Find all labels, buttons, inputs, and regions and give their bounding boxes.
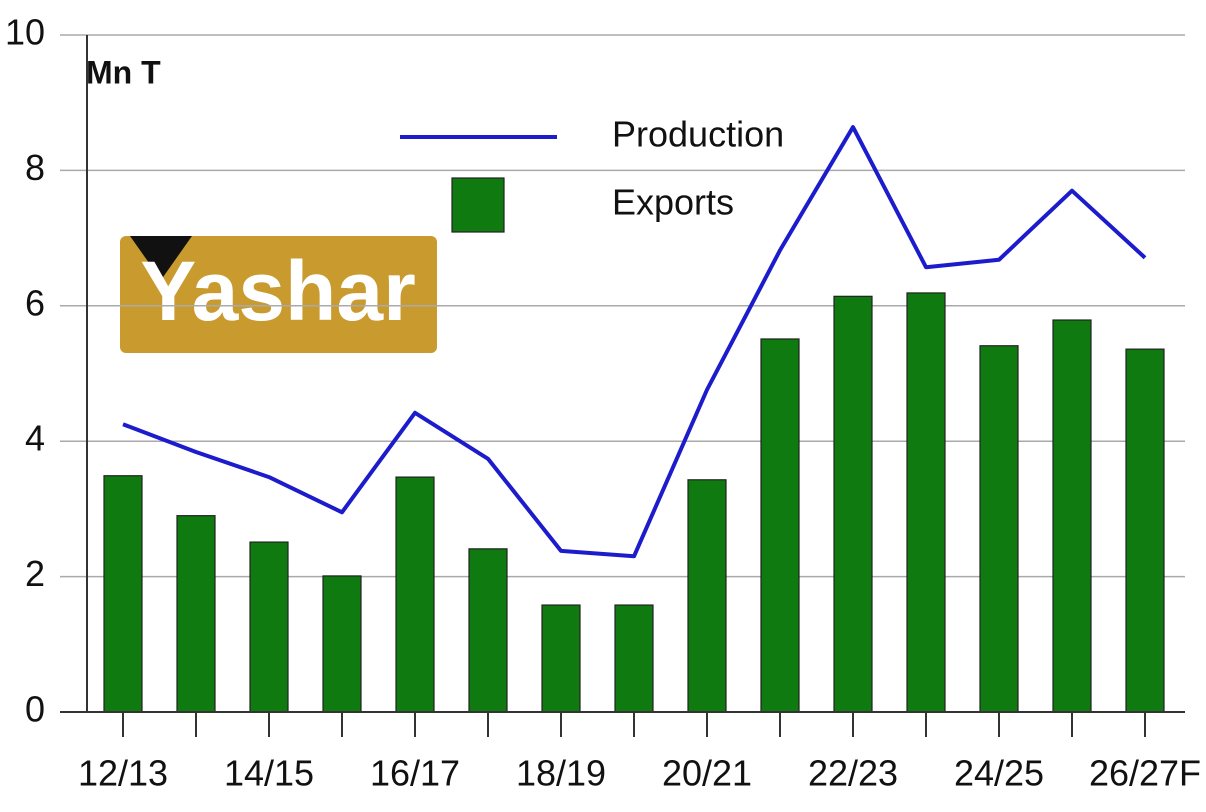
bar [395, 476, 435, 713]
bar [833, 295, 873, 713]
legend-label: Exports [612, 182, 734, 223]
bar [322, 575, 362, 713]
bar [249, 541, 289, 713]
x-tick-label: 18/19 [516, 753, 606, 794]
y-tick-label: 8 [25, 147, 45, 188]
x-tick-label: 14/15 [224, 753, 314, 794]
bar [1052, 319, 1092, 713]
legend-swatch [451, 177, 505, 233]
bar [979, 345, 1019, 713]
logo-badge [120, 236, 437, 353]
bar [103, 475, 143, 713]
y-tick-label: 0 [25, 689, 45, 730]
y-tick-label: 4 [25, 418, 45, 459]
bar [541, 604, 581, 713]
bar [176, 515, 216, 713]
bar [906, 292, 946, 713]
x-tick-label: 26/27F [1089, 753, 1201, 794]
bar [687, 479, 727, 713]
x-tick-label: 20/21 [662, 753, 752, 794]
legend-label: Production [612, 114, 784, 155]
plot: 0 2 4 6 8 10 12/13 14/15 16/17 18/19 20/21 22/23 24/… [5, 12, 1201, 794]
bar [1125, 348, 1165, 713]
y-tick-label: 10 [5, 12, 45, 53]
logo: Yashar [120, 236, 437, 353]
bar [614, 604, 654, 713]
bar [760, 338, 800, 713]
x-tick-label: 22/23 [808, 753, 898, 794]
logo-mark [130, 236, 192, 280]
y-axis-label: Mn T [86, 54, 161, 90]
y-tick-label: 6 [25, 282, 45, 323]
logo-text: Yashar [140, 244, 416, 338]
bar [468, 548, 508, 713]
x-tick-label: 24/25 [954, 753, 1044, 794]
x-tick-label: 12/13 [78, 753, 168, 794]
x-tick-label: 16/17 [370, 753, 460, 794]
y-tick-label: 2 [25, 553, 45, 594]
line [122, 125, 1147, 559]
